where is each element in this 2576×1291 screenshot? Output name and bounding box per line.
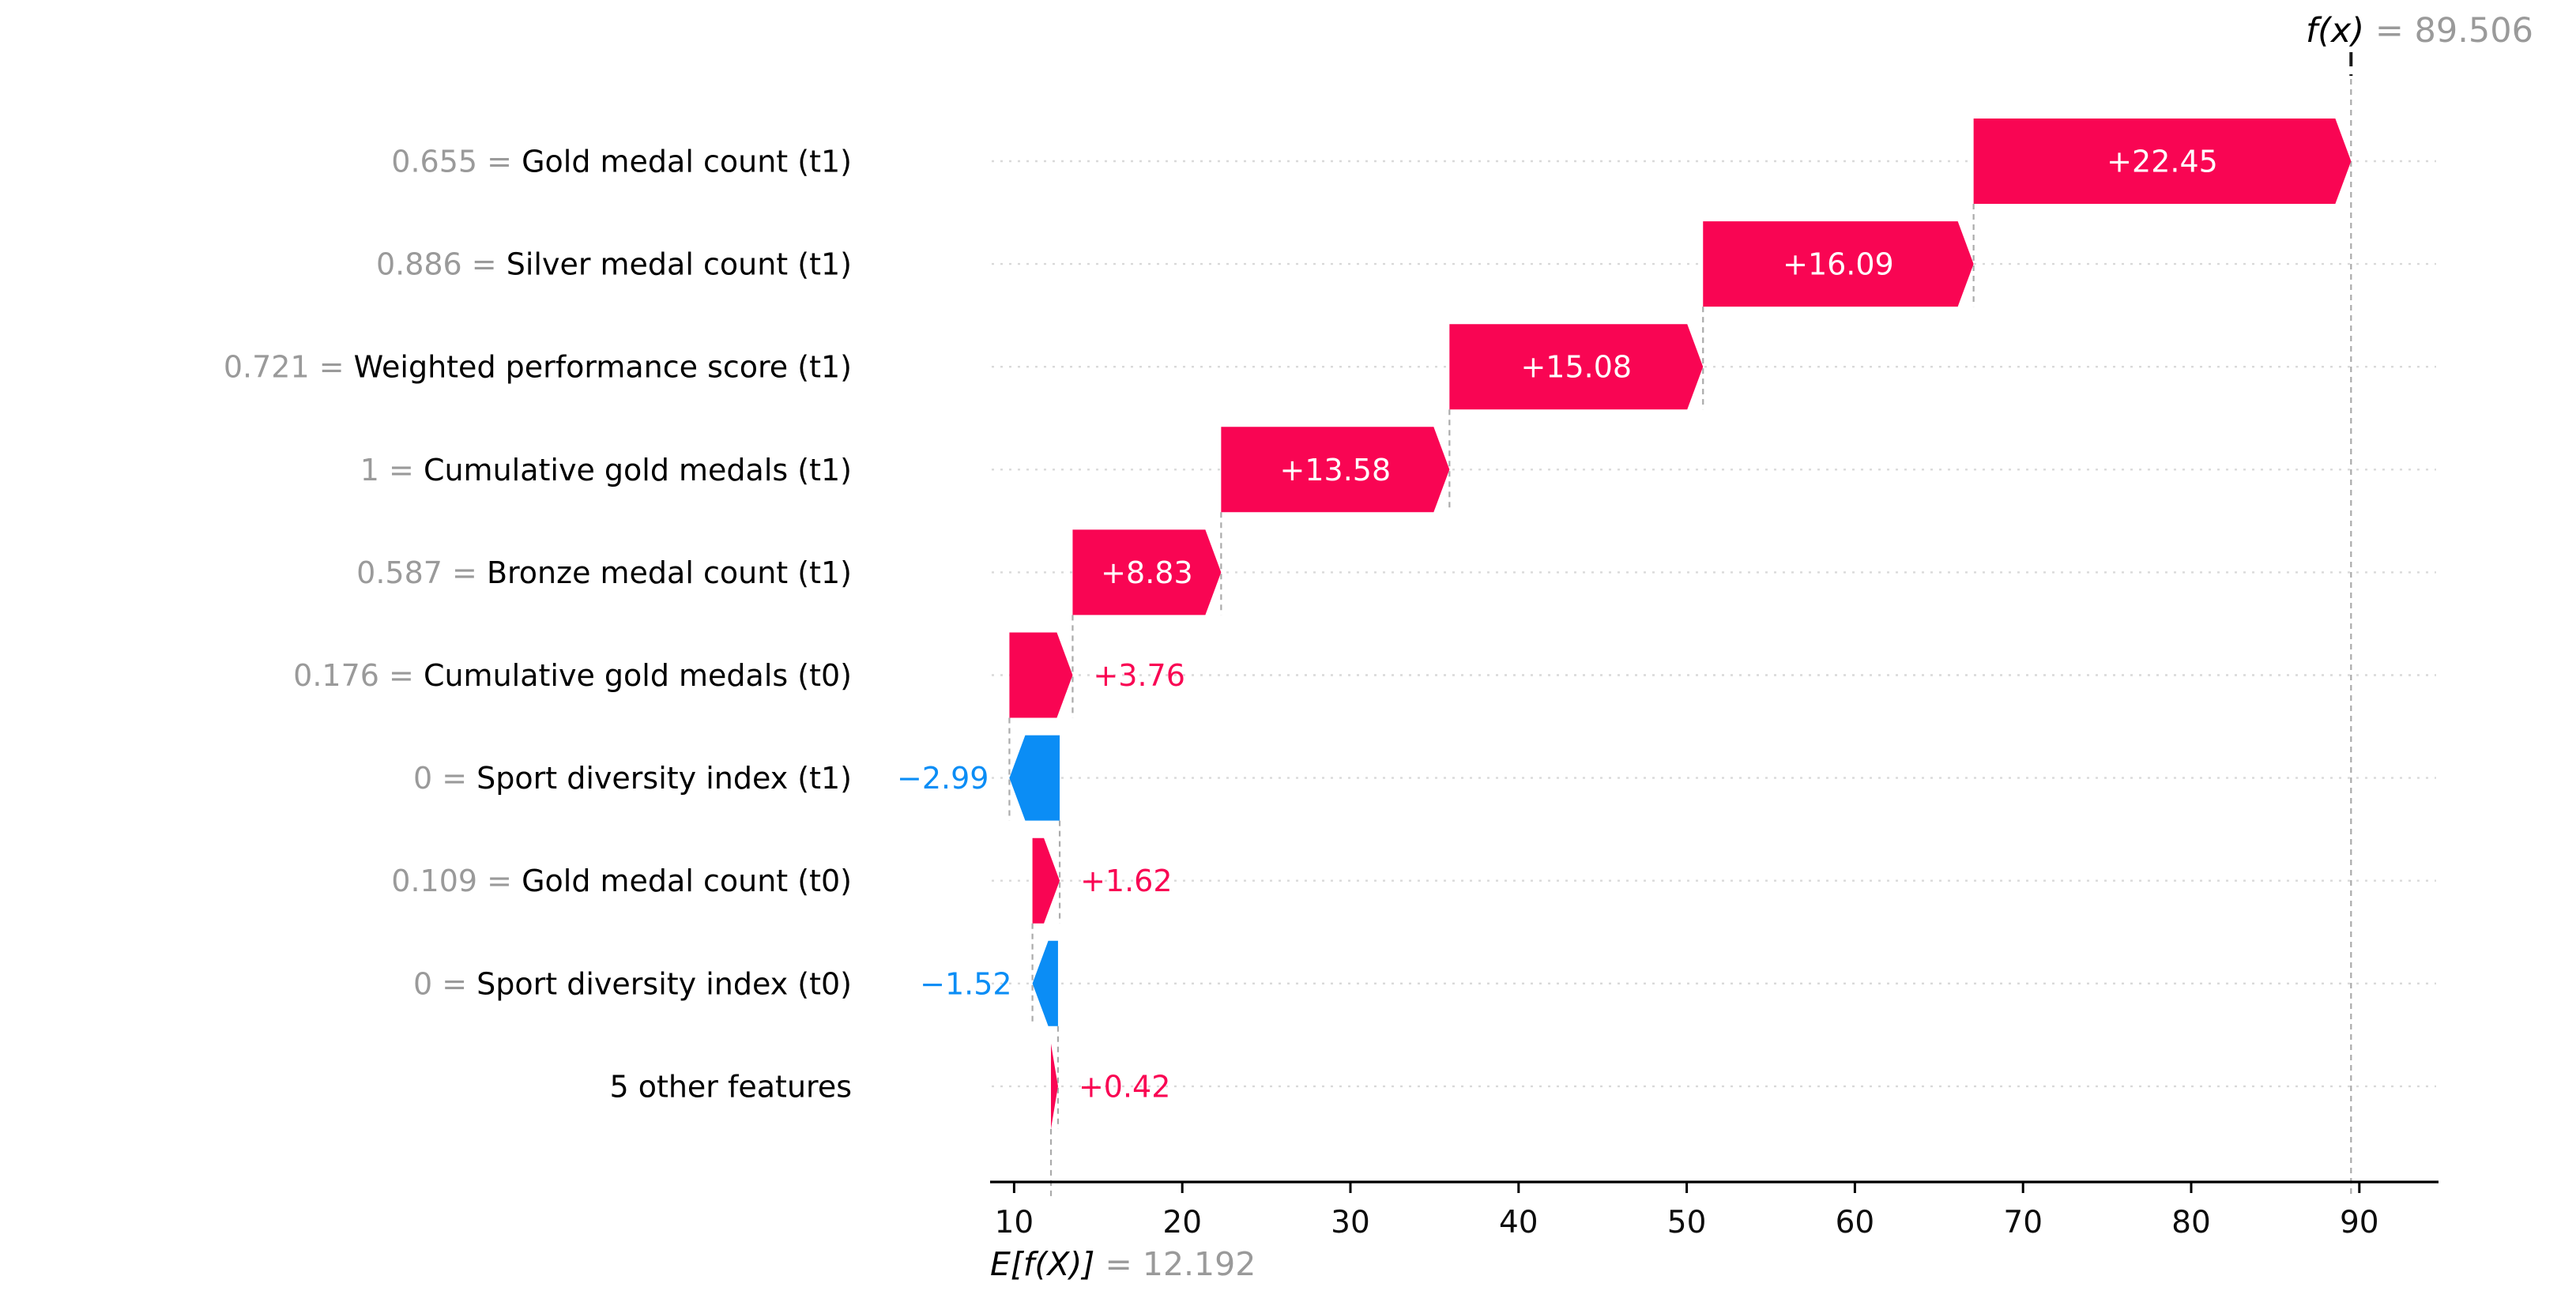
x-axis-tick-label: 70 bbox=[2003, 1205, 2043, 1240]
shap-value-label: +13.58 bbox=[1280, 453, 1392, 487]
feature-label: 0.109 = Gold medal count (t0) bbox=[391, 864, 852, 898]
feature-labels-layer: 0.655 = Gold medal count (t1) 0.886 = Sil… bbox=[224, 145, 852, 1105]
feature-name: Silver medal count (t1) bbox=[507, 247, 852, 282]
bar-value-labels-layer: +22.45 +16.09 +15.08 +13.58 +8.83 +3.76 −2.99 +… bbox=[897, 145, 2218, 1105]
positive-shap-bar bbox=[1051, 1043, 1058, 1129]
positive-shap-bar bbox=[1221, 427, 1450, 513]
feature-value-prefix: 0.176 = bbox=[293, 658, 424, 693]
connectors-layer bbox=[1008, 52, 2353, 1197]
shap-value-label: +1.62 bbox=[1080, 864, 1172, 898]
feature-label: 5 other features bbox=[609, 1069, 852, 1104]
feature-name: 5 other features bbox=[609, 1069, 852, 1104]
bars-layer bbox=[1009, 119, 2352, 1129]
feature-label: 1 = Cumulative gold medals (t1) bbox=[360, 453, 852, 487]
x-axis-tick-label: 40 bbox=[1499, 1205, 1538, 1240]
feature-name: Cumulative gold medals (t0) bbox=[424, 658, 852, 693]
feature-name: Bronze medal count (t1) bbox=[487, 555, 852, 590]
feature-label: 0 = Sport diversity index (t0) bbox=[413, 966, 852, 1001]
shap-value-label: +3.76 bbox=[1093, 658, 1184, 693]
feature-value-prefix: 0.721 = bbox=[224, 350, 354, 385]
feature-name: Cumulative gold medals (t1) bbox=[424, 453, 852, 487]
x-axis-tick-label: 50 bbox=[1667, 1205, 1707, 1240]
feature-value-prefix: 0 = bbox=[413, 761, 476, 796]
x-axis-tick-label: 60 bbox=[1836, 1205, 1875, 1240]
feature-value-prefix: 1 = bbox=[360, 453, 424, 487]
feature-name: Gold medal count (t1) bbox=[522, 145, 852, 179]
feature-name: Weighted performance score (t1) bbox=[354, 350, 852, 385]
positive-shap-bar bbox=[1973, 119, 2352, 204]
expected-value-label: E[f(X)] = 12.192 bbox=[990, 1245, 1256, 1283]
shap-value-label: +22.45 bbox=[2107, 145, 2218, 179]
feature-name: Sport diversity index (t0) bbox=[476, 966, 852, 1001]
shap-value-label: +15.08 bbox=[1520, 350, 1632, 385]
shap-value-label: +0.42 bbox=[1079, 1069, 1170, 1104]
positive-shap-bar bbox=[1032, 837, 1060, 924]
feature-name: Gold medal count (t0) bbox=[522, 864, 852, 898]
fx-output-label: f(x) = 89.506 bbox=[2306, 11, 2533, 51]
positive-shap-bar bbox=[1703, 221, 1974, 307]
positive-shap-bar bbox=[1449, 324, 1704, 410]
feature-label: 0.176 = Cumulative gold medals (t0) bbox=[293, 658, 852, 693]
feature-label: 0.587 = Bronze medal count (t1) bbox=[356, 555, 852, 590]
feature-value-prefix: 0.886 = bbox=[376, 247, 507, 282]
feature-label: 0 = Sport diversity index (t1) bbox=[413, 761, 852, 796]
positive-shap-bar bbox=[1072, 529, 1222, 615]
feature-name: Sport diversity index (t1) bbox=[476, 761, 852, 796]
feature-value-prefix: 0.655 = bbox=[391, 145, 522, 179]
shap-value-label: −1.52 bbox=[920, 966, 1011, 1001]
x-axis-tick-label: 30 bbox=[1331, 1205, 1370, 1240]
x-axis-tick-label: 80 bbox=[2171, 1205, 2211, 1240]
x-axis-tick-label: 10 bbox=[995, 1205, 1034, 1240]
negative-shap-bar bbox=[1032, 940, 1058, 1026]
axis-layer: 10 20 30 40 50 60 70 80 90 bbox=[990, 1180, 2439, 1240]
fx-value: = 89.506 bbox=[2375, 11, 2533, 51]
shap-value-label: +16.09 bbox=[1783, 247, 1894, 282]
fx-symbol: f(x) bbox=[2306, 11, 2364, 51]
ef-value: = 12.192 bbox=[1105, 1245, 1256, 1283]
shap-value-label: −2.99 bbox=[897, 761, 989, 796]
feature-label: 0.886 = Silver medal count (t1) bbox=[376, 247, 852, 282]
shap-value-label: +8.83 bbox=[1101, 555, 1192, 590]
feature-label: 0.721 = Weighted performance score (t1) bbox=[224, 350, 852, 385]
x-axis-tick-label: 20 bbox=[1162, 1205, 1202, 1240]
feature-label: 0.655 = Gold medal count (t1) bbox=[391, 145, 852, 179]
positive-shap-bar bbox=[1009, 632, 1073, 718]
feature-value-prefix: 0 = bbox=[413, 966, 476, 1001]
x-axis-tick-label: 90 bbox=[2340, 1205, 2379, 1240]
feature-value-prefix: 0.587 = bbox=[356, 555, 487, 590]
feature-value-prefix: 0.109 = bbox=[391, 864, 522, 898]
negative-shap-bar bbox=[1009, 735, 1060, 821]
ef-symbol: E[f(X)] bbox=[990, 1245, 1094, 1283]
